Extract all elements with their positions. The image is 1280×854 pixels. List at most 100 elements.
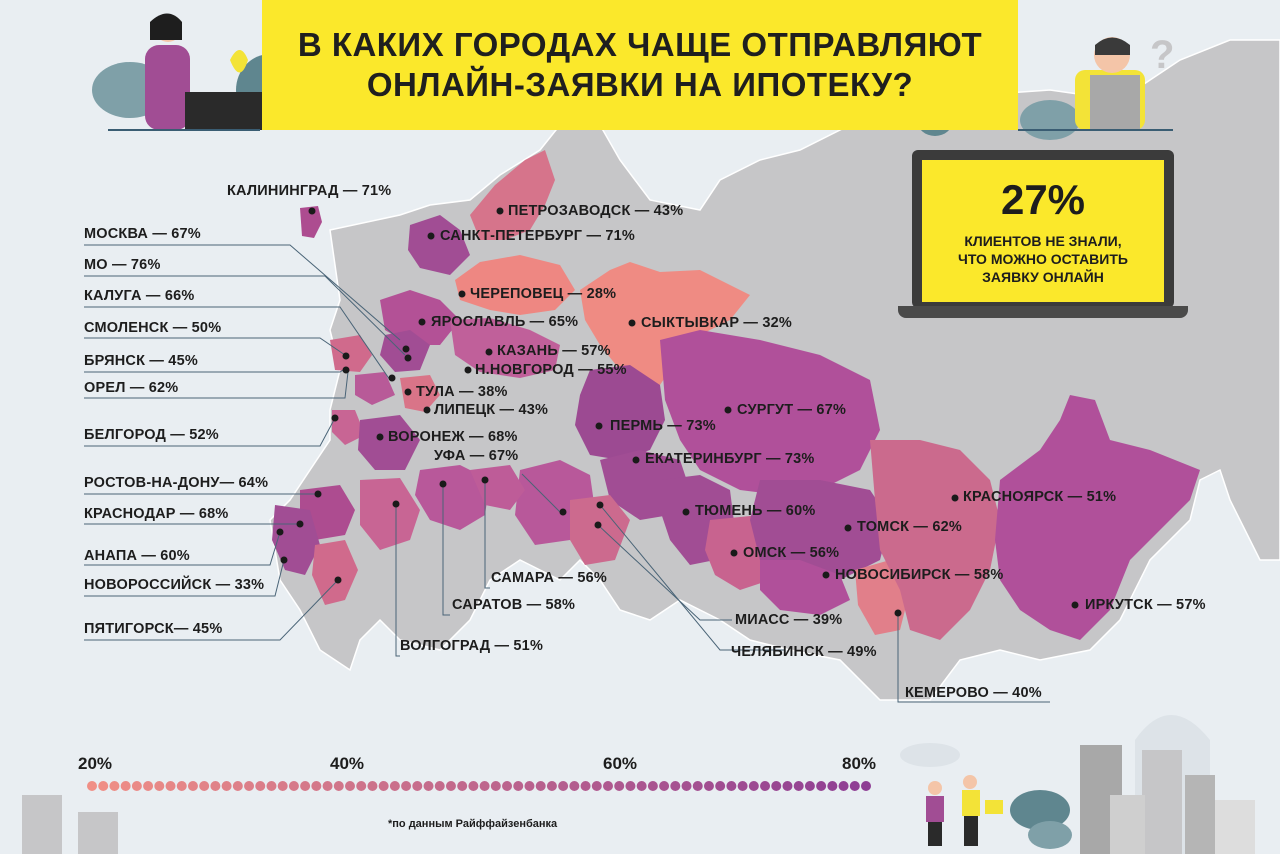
scale-dot	[726, 781, 737, 791]
scale-dot	[681, 781, 692, 791]
city-label-spb: САНКТ-ПЕТЕРБУРГ — 71%	[440, 228, 635, 244]
city-label-novosibirsk: НОВОСИБИРСК — 58%	[835, 567, 1004, 583]
scale-dot	[311, 781, 322, 791]
scale-dot	[468, 781, 479, 791]
callout-percent: 27%	[1000, 176, 1086, 223]
scale-dot	[266, 781, 277, 791]
region-orel	[355, 372, 395, 405]
region-voronezh	[358, 415, 420, 470]
scale-dot	[804, 781, 815, 791]
scale-tick-40: 40%	[330, 754, 365, 773]
scale-dot	[187, 781, 198, 791]
scale-dot	[591, 781, 602, 791]
scale-dot	[748, 781, 759, 791]
city-buildings-illustration	[900, 715, 1255, 854]
city-label-ekaterinburg: ЕКАТЕРИНБУРГ — 73%	[645, 451, 815, 467]
scale-dot	[703, 781, 714, 791]
city-label-ufa: УФА — 67%	[434, 448, 519, 464]
region-saratov	[415, 465, 490, 530]
city-label-bryansk: БРЯНСК — 45%	[84, 353, 198, 369]
city-label-syktyvkar: СЫКТЫВКАР — 32%	[641, 315, 792, 331]
scale-dot	[535, 781, 546, 791]
scale-dot	[288, 781, 299, 791]
scale-dot	[401, 781, 412, 791]
city-label-yaroslavl: ЯРОСЛАВЛЬ — 65%	[431, 314, 579, 330]
scale-dot	[771, 781, 782, 791]
city-label-miass: МИАСС — 39%	[735, 612, 843, 628]
region-karelia	[470, 150, 555, 240]
scale-dot	[98, 781, 109, 791]
scale-dot	[244, 781, 255, 791]
scale-dot	[221, 781, 232, 791]
city-label-petrozavodsk: ПЕТРОЗАВОДСК — 43%	[508, 203, 684, 219]
scale-dot	[154, 781, 165, 791]
city-label-tomsk: ТОМСК — 62%	[857, 519, 962, 535]
city-label-chelyabinsk: ЧЕЛЯБИНСК — 49%	[731, 644, 877, 660]
connector-lines	[84, 244, 1050, 703]
scale-dot	[210, 781, 221, 791]
scale-dot	[490, 781, 501, 791]
city-label-irkutsk: ИРКУТСК — 57%	[1085, 597, 1206, 613]
region-spb	[408, 215, 470, 275]
city-label-saratov: САРАТОВ — 58%	[452, 597, 576, 613]
scale-dot	[412, 781, 423, 791]
scale-dot	[389, 781, 400, 791]
city-label-kaliningrad: КАЛИНИНГРАД — 71%	[227, 183, 392, 199]
city-label-voronezh: ВОРОНЕЖ — 68%	[388, 429, 518, 445]
region-smolensk	[330, 335, 372, 372]
region-perm	[575, 365, 665, 460]
region-krasnoyarsk	[870, 440, 1000, 640]
scale-dot	[109, 781, 120, 791]
footnote: *по данным Райффайзенбанка	[388, 818, 558, 830]
scale-dot	[524, 781, 535, 791]
scale-dot	[816, 781, 827, 791]
scale-dot	[827, 781, 838, 791]
scale-dot	[120, 781, 131, 791]
scale-dot	[356, 781, 367, 791]
scale-dot	[647, 781, 658, 791]
scale-dot	[378, 781, 389, 791]
city-label-krasnoyarsk: КРАСНОЯРСК — 51%	[963, 489, 1117, 505]
color-scale-bar	[87, 781, 871, 791]
scale-dot	[603, 781, 613, 791]
callout-line-1: КЛИЕНТОВ НЕ ЗНАЛИ,	[964, 233, 1122, 249]
scale-dot	[277, 781, 288, 791]
region-kazan	[450, 318, 560, 378]
scale-dot	[423, 781, 434, 791]
region-volgograd	[360, 478, 420, 550]
city-label-belgorod: БЕЛГОРОД — 52%	[84, 427, 219, 443]
city-label-cherepovets: ЧЕРЕПОВЕЦ — 28%	[470, 286, 617, 302]
region-komi	[580, 262, 750, 390]
scale-dot	[793, 781, 804, 791]
callout-line-2: ЧТО МОЖНО ОСТАВИТЬ	[958, 251, 1128, 267]
city-label-moscow: МОСКВА — 67%	[84, 226, 201, 242]
region-kaliningrad	[300, 206, 322, 238]
scale-dot	[434, 781, 445, 791]
city-label-smolensk: СМОЛЕНСК — 50%	[84, 320, 222, 336]
city-label-novorossiysk: НОВОРОССИЙСК — 33%	[84, 577, 265, 593]
scale-dot	[715, 781, 726, 791]
scale-dot	[232, 781, 243, 791]
scale-dot	[558, 781, 569, 791]
laptop-base	[898, 306, 1188, 318]
scale-tick-80: 80%	[842, 754, 877, 773]
scale-dot	[300, 781, 311, 791]
city-label-tula: ТУЛА — 38%	[416, 384, 508, 400]
city-label-nnovgorod: Н.НОВГОРОД — 55%	[475, 362, 627, 378]
scale-dot	[614, 781, 625, 791]
scale-dot	[659, 781, 670, 791]
callout-screen: 27% КЛИЕНТОВ НЕ ЗНАЛИ, ЧТО МОЖНО ОСТАВИТ…	[922, 160, 1164, 302]
city-label-perm: ПЕРМЬ — 73%	[610, 418, 716, 434]
region-tula	[400, 375, 440, 412]
region-irkutsk	[995, 395, 1200, 640]
city-label-anapa: АНАПА — 60%	[84, 548, 190, 564]
scale-dot	[131, 781, 142, 791]
callout-text: КЛИЕНТОВ НЕ ЗНАЛИ, ЧТО МОЖНО ОСТАВИТЬ ЗА…	[958, 232, 1128, 286]
scale-dot	[322, 781, 333, 791]
title-baseline-right	[1018, 129, 1173, 131]
svg-text:?: ?	[1150, 33, 1174, 77]
region-khmao	[660, 330, 880, 495]
scale-dot	[255, 781, 266, 791]
region-chelyabinsk	[570, 495, 630, 565]
scale-dot	[457, 781, 468, 791]
